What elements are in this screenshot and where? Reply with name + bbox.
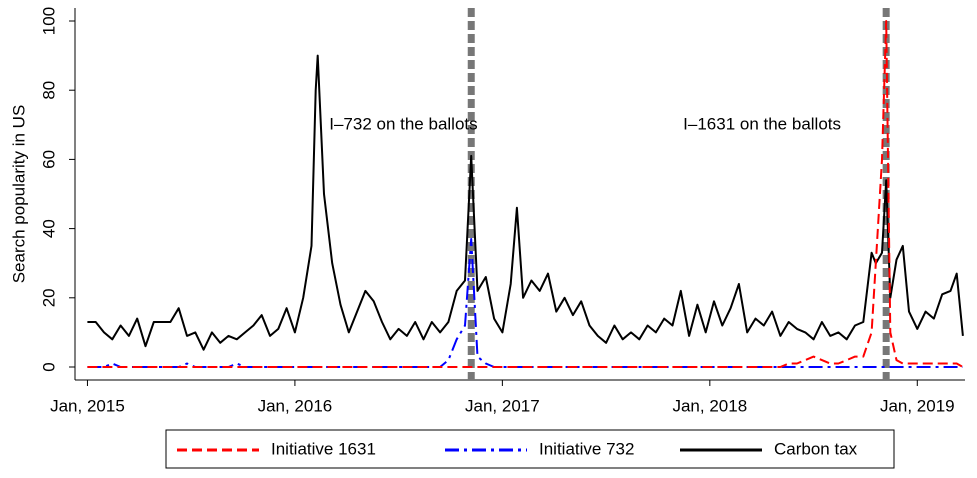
x-tick-label: Jan, 2019 [880,396,955,415]
y-tick-label: 0 [39,362,58,371]
legend-box [165,429,895,469]
y-axis-label: Search popularity in US [9,105,28,284]
x-tick-label: Jan, 2017 [465,396,540,415]
y-tick-label: 60 [39,150,58,169]
series-line [87,54,964,351]
y-tick-label: 40 [39,219,58,238]
annotation-text: I–732 on the ballots [329,114,477,133]
legend-label: Initiative 732 [539,439,634,458]
x-tick-label: Jan, 2016 [258,396,333,415]
legend-label: Initiative 1631 [271,439,376,458]
series-line [87,20,964,368]
series-line [87,238,963,368]
x-tick-label: Jan, 2015 [50,396,125,415]
y-tick-label: 100 [39,7,58,35]
annotation-text: I–1631 on the ballots [683,114,841,133]
x-tick-label: Jan, 2018 [672,396,747,415]
legend-label: Carbon tax [774,439,858,458]
y-tick-label: 20 [39,288,58,307]
y-tick-label: 80 [39,81,58,100]
